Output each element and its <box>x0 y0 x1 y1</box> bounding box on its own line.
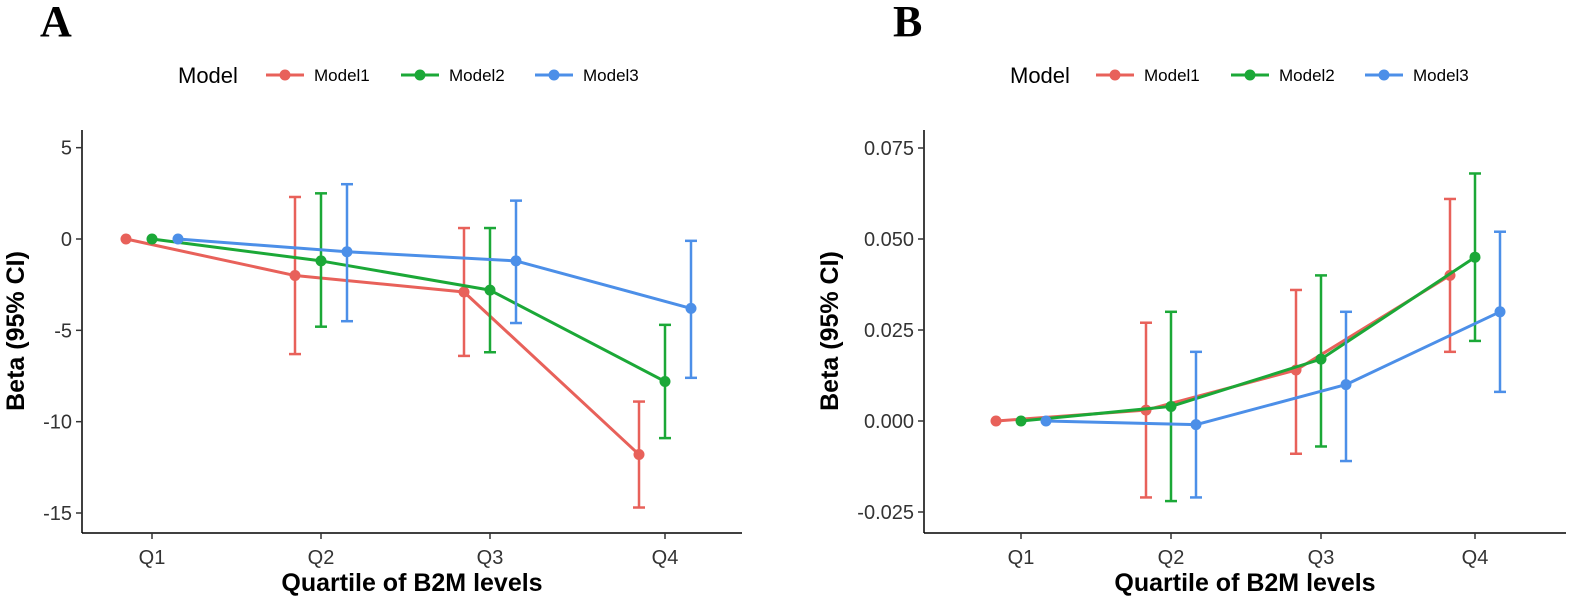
legend-marker <box>1244 69 1256 81</box>
panel-b: B Model Model1 Model2 Model3 0.075 0.050 0.025 0… <box>816 0 1566 597</box>
data-point <box>1469 251 1481 263</box>
y-tick-label: -0.025 <box>857 502 914 524</box>
data-point <box>341 246 353 258</box>
legend-item-model1: Model1 <box>1096 66 1200 85</box>
panel-a: A Model Model1 Model2 Model3 5 0 -5 -10 -15 Q1 Q2 Q3… <box>2 0 742 597</box>
data-point <box>659 375 671 387</box>
y-tick-label: -5 <box>54 320 72 342</box>
series-model3 <box>172 182 697 380</box>
legend-label: Model3 <box>583 66 639 85</box>
data-point <box>1340 379 1352 391</box>
y-tick-label: 0.075 <box>864 138 914 160</box>
data-point <box>685 302 697 314</box>
y-axis-title: Beta (95% CI) <box>2 251 30 411</box>
y-tick-label: -10 <box>43 412 72 434</box>
legend-label: Model2 <box>1279 66 1335 85</box>
x-tick-label: Q2 <box>1158 547 1185 569</box>
x-tick-label: Q4 <box>652 547 679 569</box>
legend-title: Model <box>1010 63 1070 88</box>
y-tick-label: 0 <box>61 229 72 251</box>
panel-label-a: A <box>40 0 72 46</box>
x-tick-label: Q3 <box>477 547 504 569</box>
legend-item-model2: Model2 <box>401 66 505 85</box>
x-axis-title: Quartile of B2M levels <box>1114 569 1375 597</box>
legend-item-model3: Model3 <box>1365 66 1469 85</box>
legend-marker <box>1109 69 1121 81</box>
legend-label: Model1 <box>314 66 370 85</box>
data-point <box>1494 306 1506 318</box>
data-point <box>315 255 327 267</box>
data-point <box>289 270 301 282</box>
data-point <box>1165 400 1177 412</box>
legend-marker <box>1378 69 1390 81</box>
x-axis-title: Quartile of B2M levels <box>281 569 542 597</box>
series-line <box>995 274 1451 423</box>
data-point <box>1040 415 1052 427</box>
y-tick-label: 5 <box>61 138 72 160</box>
series-model3 <box>1040 230 1506 499</box>
data-point <box>1015 415 1027 427</box>
data-point <box>510 255 522 267</box>
data-point <box>990 415 1002 427</box>
series-line <box>177 237 692 310</box>
y-axis-title: Beta (95% CI) <box>816 251 844 411</box>
y-tick-label: 0.025 <box>864 320 914 342</box>
data-point <box>120 233 132 245</box>
x-tick-label: Q2 <box>308 547 335 569</box>
series-line <box>125 237 641 456</box>
x-tick-label: Q1 <box>139 547 166 569</box>
legend-item-model3: Model3 <box>535 66 639 85</box>
legend-label: Model2 <box>449 66 505 85</box>
data-point <box>484 284 496 296</box>
x-tick-label: Q1 <box>1008 547 1035 569</box>
legend-item-model2: Model2 <box>1231 66 1335 85</box>
data-point <box>146 233 158 245</box>
y-tick-label: 0.050 <box>864 229 914 251</box>
panel-label-b: B <box>893 0 922 46</box>
legend-label: Model3 <box>1413 66 1469 85</box>
data-point <box>458 286 470 298</box>
series-model1 <box>120 195 645 509</box>
legend-title: Model <box>178 63 238 88</box>
series-line <box>1045 310 1501 427</box>
series-model1 <box>990 197 1456 499</box>
data-point <box>633 449 645 461</box>
data-point <box>172 233 184 245</box>
series-model2 <box>1015 172 1481 503</box>
y-tick-label: -15 <box>43 503 72 525</box>
legend-marker <box>548 69 560 81</box>
series-model2 <box>146 192 671 440</box>
legend-item-model1: Model1 <box>266 66 370 85</box>
series-line <box>1020 255 1476 423</box>
data-point <box>1190 419 1202 431</box>
x-tick-label: Q4 <box>1462 547 1489 569</box>
series-line <box>151 237 666 383</box>
y-tick-label: 0.000 <box>864 411 914 433</box>
x-tick-label: Q3 <box>1308 547 1335 569</box>
data-point <box>1315 353 1327 365</box>
legend-marker <box>414 69 426 81</box>
legend-label: Model1 <box>1144 66 1200 85</box>
legend-marker <box>279 69 291 81</box>
